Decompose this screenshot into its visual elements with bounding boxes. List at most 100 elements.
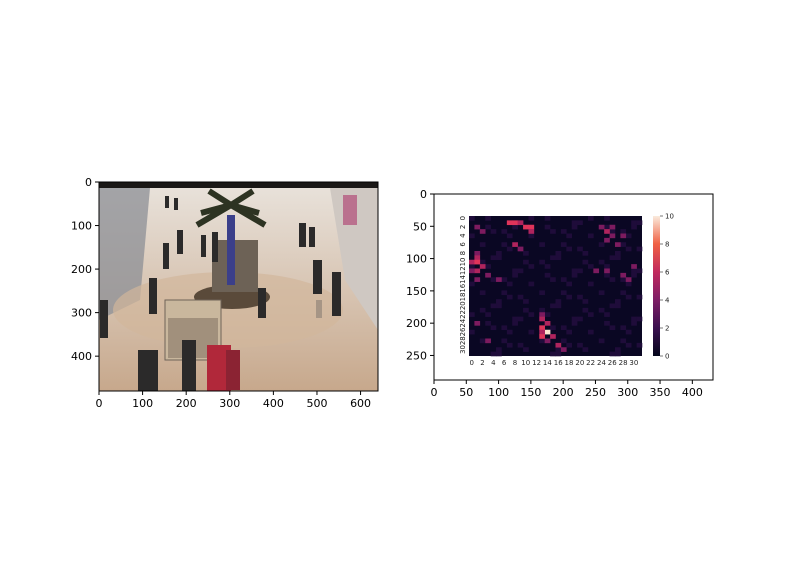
heatmap-cell: [506, 246, 513, 252]
heatmap-cell: [582, 299, 589, 304]
heatmap-cell: [506, 233, 513, 239]
heatmap-cell: [544, 224, 551, 230]
heatmap-cell-hot: [528, 229, 535, 234]
heatmap-cell: [501, 229, 508, 234]
inner-x-tick-label: 2: [480, 359, 484, 367]
heatmap-cell-hot: [517, 220, 524, 226]
heatmap-cell: [544, 272, 551, 278]
heatmap-cell: [631, 220, 637, 226]
heatmap-cell: [528, 312, 535, 317]
heatmap-cell: [614, 251, 621, 256]
inner-y-tick-label: 4: [459, 233, 467, 238]
heatmap-cell: [566, 342, 573, 348]
photo-y-tick-label: 200: [71, 263, 92, 276]
inner-y-tick-label: 26: [459, 327, 467, 336]
heatmap-cell: [631, 224, 637, 230]
heatmap-x-ticks: 0 50 100 150 200 250 300 350 400: [431, 380, 703, 399]
heatmap-cell-hot: [539, 334, 545, 339]
inner-y-tick-label: 6: [459, 242, 467, 247]
colorbar-tick-label: 6: [665, 269, 670, 277]
heatmap-y-tick-label: 150: [406, 285, 427, 298]
heatmap-cell: [528, 264, 535, 269]
inner-y-tick-label: 12: [459, 266, 467, 275]
heatmap-cell: [479, 242, 486, 247]
heatmap-y-tick-label: 0: [420, 188, 427, 201]
heatmap-cell: [631, 268, 637, 274]
heatmap-cell: [614, 303, 621, 309]
colorbar-tick-label: 2: [665, 325, 669, 333]
heatmap-x-tick-label: 50: [459, 386, 473, 399]
heatmap-cell: [479, 290, 486, 296]
heatmap-cell: [555, 347, 562, 352]
inner-x-tick-label: 26: [608, 359, 617, 367]
mall-photo: [99, 182, 378, 391]
heatmap-cell: [506, 281, 513, 287]
heatmap-cell: [598, 338, 605, 344]
heatmap-x-tick-label: 400: [682, 386, 703, 399]
heatmap-cell-hot: [485, 272, 491, 278]
heatmap-cell: [496, 303, 502, 309]
heatmap-y-tick-label: 50: [413, 220, 427, 233]
inner-x-tick-label: 10: [521, 359, 530, 367]
heatmap-cell: [555, 351, 562, 357]
heatmap-cell: [523, 299, 529, 304]
heatmap-cell-hot: [560, 347, 567, 352]
heatmap-cell-hot: [539, 325, 545, 331]
heatmap-cell: [469, 281, 475, 287]
heatmap-cell-hot: [474, 224, 481, 230]
heatmap-cell: [512, 268, 518, 274]
photo-y-tick-label: 100: [71, 220, 92, 233]
heatmap-cell: [582, 251, 589, 256]
heatmap-panel: 0 2 4 6 8 10 12 14 16 18 20 22 24 26 28 30 024681012141…: [406, 188, 714, 399]
inner-y-tick-label: 0: [459, 216, 467, 220]
colorbar-tick-label: 4: [665, 297, 670, 305]
heatmap-cell-hot: [544, 338, 551, 344]
heatmap-cell: [614, 347, 621, 352]
heatmap-cell-hot: [485, 338, 491, 344]
heatmap-cell: [479, 307, 486, 313]
heatmap-cell: [609, 255, 616, 261]
heatmap-cell: [560, 277, 567, 282]
inner-x-tick-label: 4: [491, 359, 496, 367]
heatmap-cell: [485, 264, 491, 269]
heatmap-cell-hot: [604, 229, 610, 234]
inner-x-tick-label: 28: [619, 359, 628, 367]
heatmap-cell: [528, 216, 535, 221]
colorbar-tick-label: 8: [665, 241, 669, 249]
heatmap-cell: [636, 342, 643, 348]
heatmap-cell: [609, 303, 616, 309]
photo-x-tick-label: 0: [96, 397, 103, 410]
heatmap-cell-hot: [539, 312, 545, 317]
heatmap-cell: [496, 255, 502, 261]
photo-axes-frame: [98, 181, 379, 392]
heatmap-cell: [479, 338, 486, 344]
heatmap-cell: [620, 242, 627, 247]
heatmap-cell: [609, 229, 616, 234]
heatmap-cell-hot: [469, 268, 475, 274]
heatmap-cell: [490, 229, 497, 234]
heatmap-x-tick-label: 0: [431, 386, 438, 399]
heatmap-cell: [582, 307, 589, 313]
heatmap-cell-hot: [474, 251, 481, 256]
heatmap-cell-hot: [604, 268, 610, 274]
heatmap-cell: [512, 321, 518, 326]
heatmap-cell: [614, 351, 621, 357]
heatmap-cell: [571, 321, 578, 326]
heatmap-cell: [523, 307, 529, 313]
heatmap-y-tick-label: 200: [406, 317, 427, 330]
heatmap-cell-hot: [474, 255, 481, 261]
heatmap-cell: [566, 233, 573, 239]
heatmap-cell: [485, 321, 491, 326]
heatmap-cell: [485, 216, 491, 221]
heatmap-cell: [604, 321, 610, 326]
heatmap-cell: [625, 281, 632, 287]
heatmap-cell: [496, 299, 502, 304]
inner-y-tick-label: 22: [459, 310, 467, 319]
heatmap-cell: [587, 216, 594, 221]
heatmap-cell: [501, 325, 508, 331]
heatmap-cell-hot: [539, 329, 545, 335]
heatmap-background: [469, 216, 642, 356]
heatmap-cell: [614, 299, 621, 304]
heatmap-cell: [577, 294, 583, 300]
